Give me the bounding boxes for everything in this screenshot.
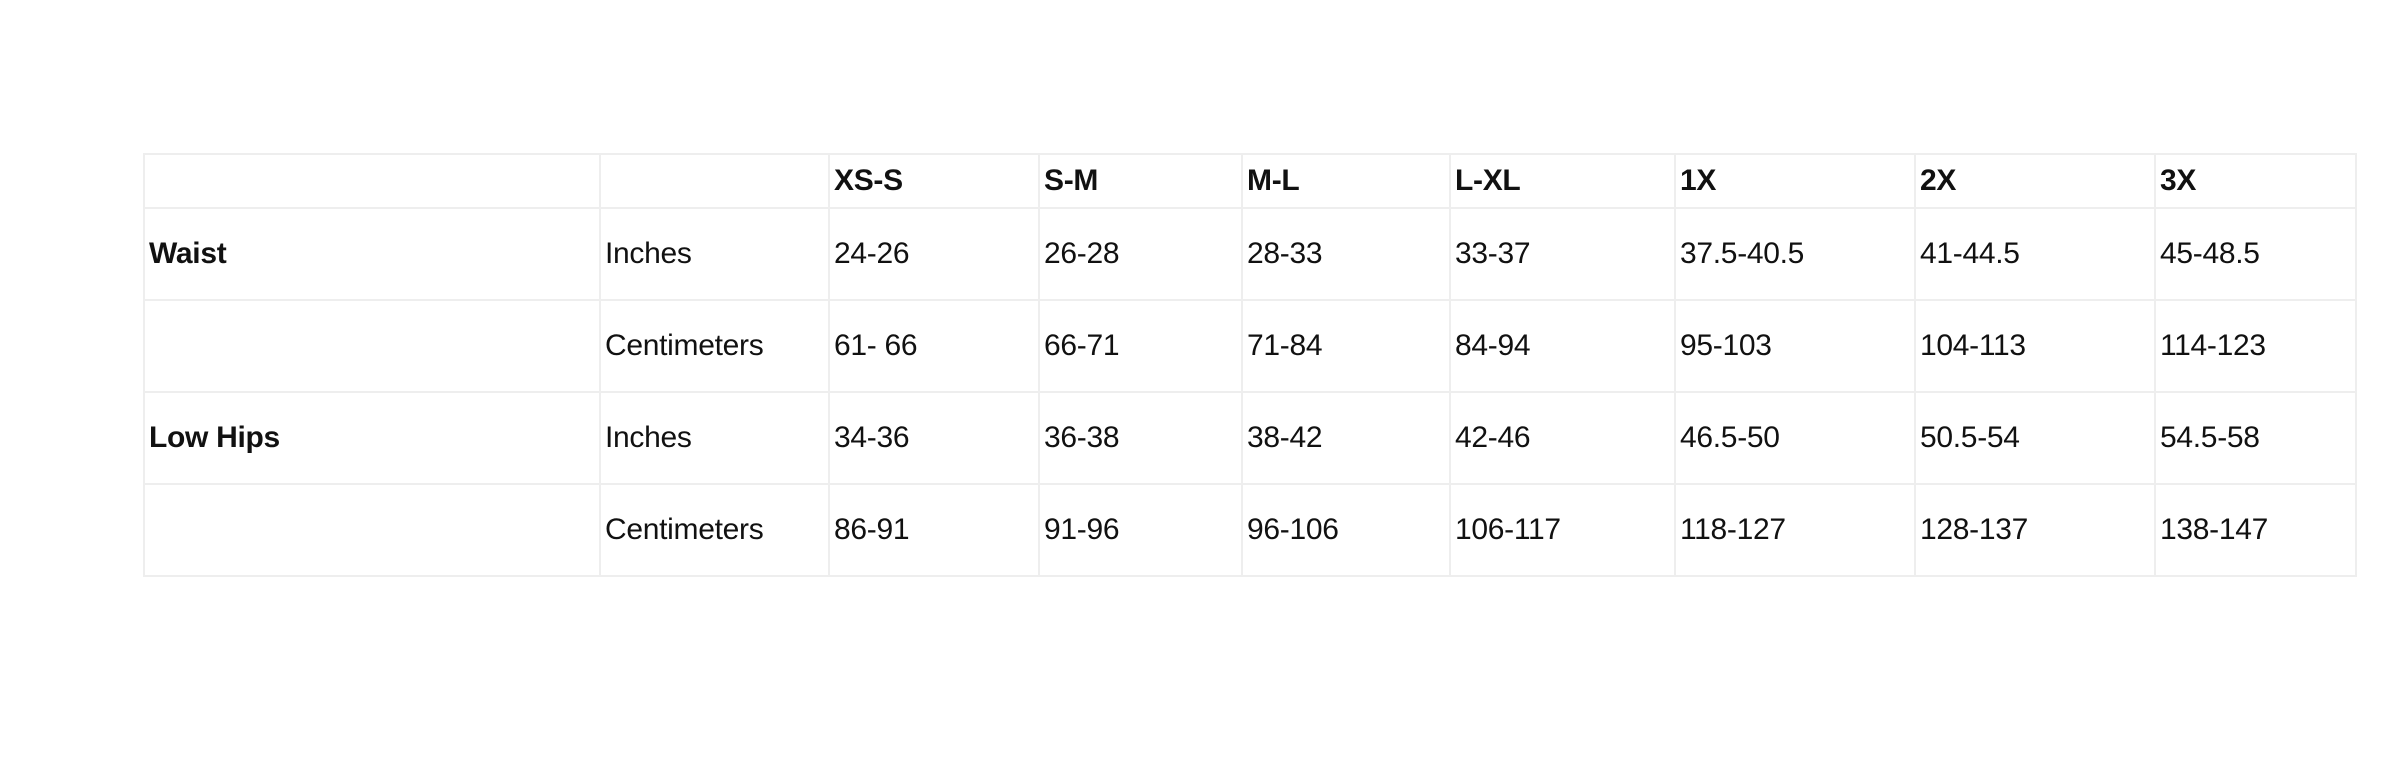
header-size-2x: 2X [1914, 153, 2156, 209]
size-value-cell: 118-127 [1674, 483, 1916, 577]
size-value-cell: 114-123 [2154, 299, 2357, 393]
size-value-cell: 24-26 [828, 207, 1040, 301]
size-value-cell: 50.5-54 [1914, 391, 2156, 485]
size-value-cell: 26-28 [1038, 207, 1243, 301]
size-value-cell: 45-48.5 [2154, 207, 2357, 301]
table-row: Waist Inches 24-26 26-28 28-33 33-37 37.5-40.5… [143, 207, 2357, 301]
header-size-l-xl: L-XL [1449, 153, 1676, 209]
unit-label: Centimeters [599, 483, 830, 577]
size-value-cell: 33-37 [1449, 207, 1676, 301]
header-cell-empty [599, 153, 830, 209]
header-cell-empty [143, 153, 601, 209]
size-value-cell: 106-117 [1449, 483, 1676, 577]
size-value-cell: 138-147 [2154, 483, 2357, 577]
measurement-label [143, 299, 601, 393]
size-value-cell: 46.5-50 [1674, 391, 1916, 485]
size-value-cell: 84-94 [1449, 299, 1676, 393]
table-row: Centimeters 86-91 91-96 96-106 106-117 118-12… [143, 483, 2357, 577]
measurement-label [143, 483, 601, 577]
header-row: XS-S S-M M-L L-XL 1X 2X 3X [143, 153, 2357, 209]
table-row: Centimeters 61- 66 66-71 71-84 84-94 95-103 10… [143, 299, 2357, 393]
size-value-cell: 91-96 [1038, 483, 1243, 577]
size-value-cell: 37.5-40.5 [1674, 207, 1916, 301]
size-value-cell: 41-44.5 [1914, 207, 2156, 301]
size-value-cell: 96-106 [1241, 483, 1451, 577]
header-size-m-l: M-L [1241, 153, 1451, 209]
size-value-cell: 36-38 [1038, 391, 1243, 485]
size-chart-table: XS-S S-M M-L L-XL 1X 2X 3X Waist Inches 24-26 26-… [143, 153, 2357, 577]
size-value-cell: 128-137 [1914, 483, 2156, 577]
size-value-cell: 28-33 [1241, 207, 1451, 301]
size-value-cell: 104-113 [1914, 299, 2156, 393]
size-value-cell: 86-91 [828, 483, 1040, 577]
size-value-cell: 42-46 [1449, 391, 1676, 485]
header-size-xs-s: XS-S [828, 153, 1040, 209]
header-size-3x: 3X [2154, 153, 2357, 209]
size-value-cell: 61- 66 [828, 299, 1040, 393]
size-value-cell: 95-103 [1674, 299, 1916, 393]
size-value-cell: 38-42 [1241, 391, 1451, 485]
size-value-cell: 66-71 [1038, 299, 1243, 393]
size-value-cell: 71-84 [1241, 299, 1451, 393]
header-size-s-m: S-M [1038, 153, 1243, 209]
unit-label: Centimeters [599, 299, 830, 393]
header-size-1x: 1X [1674, 153, 1916, 209]
size-value-cell: 34-36 [828, 391, 1040, 485]
unit-label: Inches [599, 207, 830, 301]
measurement-label: Waist [143, 207, 601, 301]
table-row: Low Hips Inches 34-36 36-38 38-42 42-46 46.5-5… [143, 391, 2357, 485]
size-value-cell: 54.5-58 [2154, 391, 2357, 485]
measurement-label: Low Hips [143, 391, 601, 485]
unit-label: Inches [599, 391, 830, 485]
